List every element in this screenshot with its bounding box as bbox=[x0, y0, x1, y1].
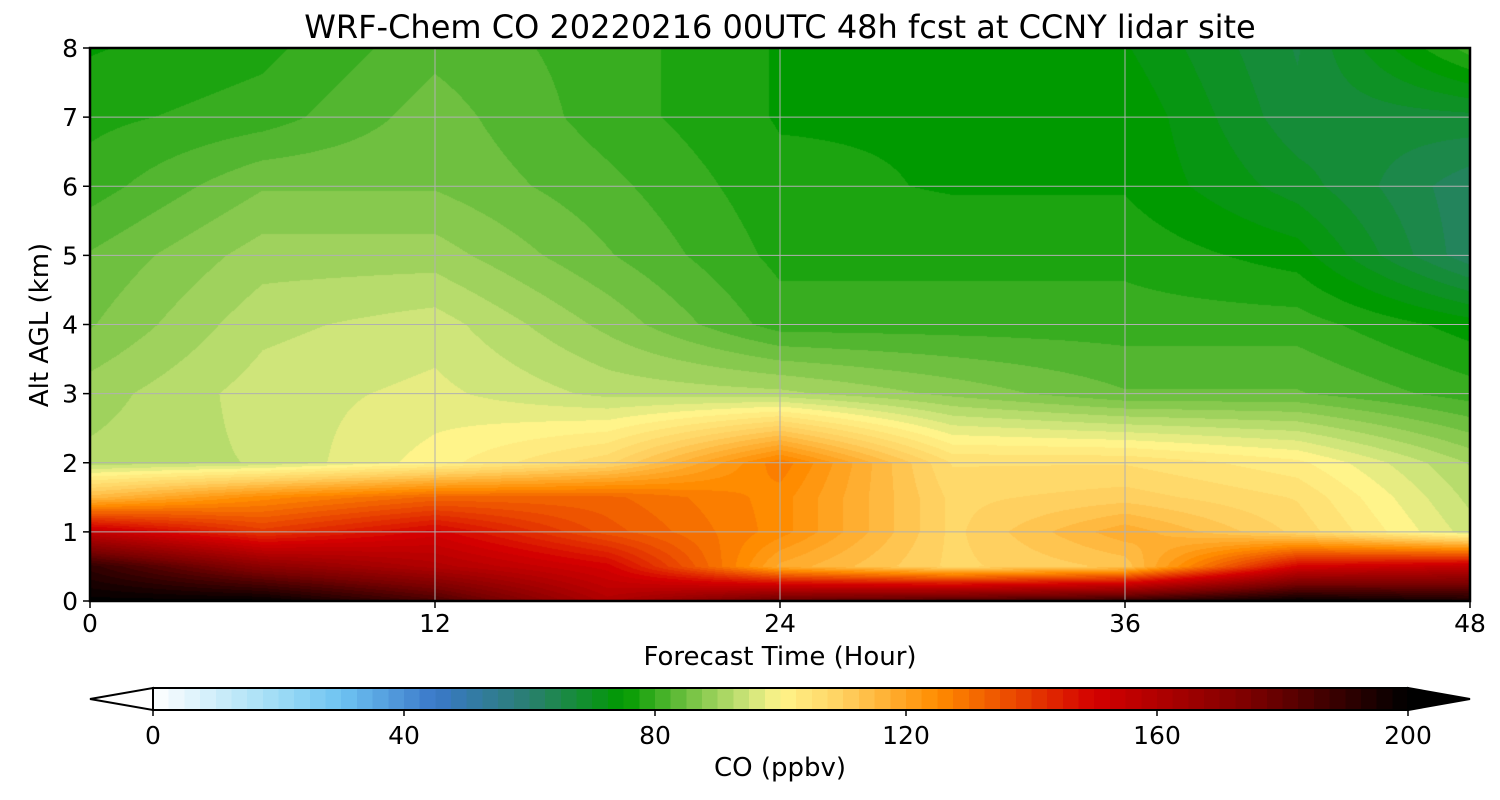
colorbar-tick-label: 200 bbox=[1384, 721, 1432, 750]
y-tick-label: 4 bbox=[62, 311, 78, 340]
x-axis-ticks: 0 12 24 36 48 bbox=[82, 601, 1486, 638]
y-tick-label: 6 bbox=[62, 172, 78, 201]
y-tick-label: 1 bbox=[62, 518, 78, 547]
colorbar-tick-label: 80 bbox=[639, 721, 671, 750]
colorbar-tick-label: 120 bbox=[882, 721, 930, 750]
colorbar: 0 40 80 120 160 200 CO (ppbv) bbox=[89, 686, 1471, 783]
y-tick-label: 2 bbox=[62, 449, 78, 478]
y-axis-label: Alt AGL (km) bbox=[25, 243, 55, 407]
colorbar-ticks: 0 40 80 120 160 200 bbox=[145, 710, 1432, 750]
y-tick-label: 8 bbox=[62, 34, 78, 63]
y-axis-ticks: 0 1 2 3 4 5 6 7 8 bbox=[62, 34, 90, 616]
grid-lines bbox=[90, 48, 1470, 601]
colorbar-tick-label: 0 bbox=[145, 721, 161, 750]
x-tick-label: 24 bbox=[764, 609, 796, 638]
colorbar-extend-low bbox=[89, 686, 154, 712]
x-tick-label: 0 bbox=[82, 609, 98, 638]
x-tick-label: 12 bbox=[419, 609, 451, 638]
y-tick-label: 0 bbox=[62, 587, 78, 616]
colorbar-extend-high bbox=[1407, 686, 1471, 712]
chart-title: WRF-Chem CO 20220216 00UTC 48h fcst at C… bbox=[304, 8, 1255, 46]
x-tick-label: 48 bbox=[1454, 609, 1486, 638]
x-tick-label: 36 bbox=[1109, 609, 1141, 638]
colorbar-scale bbox=[152, 687, 1409, 711]
colorbar-label: CO (ppbv) bbox=[714, 753, 846, 783]
y-tick-label: 7 bbox=[62, 103, 78, 132]
colorbar-tick-label: 160 bbox=[1133, 721, 1181, 750]
y-tick-label: 3 bbox=[62, 380, 78, 409]
colorbar-tick-label: 40 bbox=[388, 721, 420, 750]
x-axis-label: Forecast Time (Hour) bbox=[643, 642, 916, 672]
y-tick-label: 5 bbox=[62, 241, 78, 270]
